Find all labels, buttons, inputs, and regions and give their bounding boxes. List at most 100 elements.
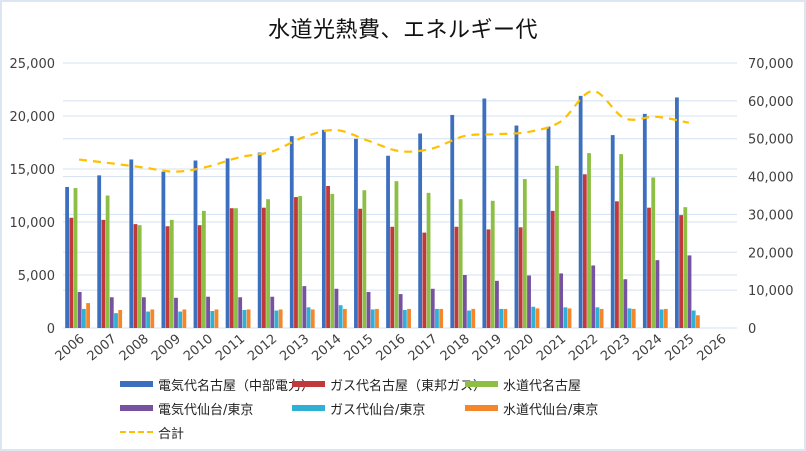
x-tick-label: 2024 [630,332,665,365]
bar [86,303,90,328]
bar [642,113,647,328]
bar [302,286,307,328]
bar [321,129,326,328]
bar [495,280,499,328]
legend-swatch [120,405,153,411]
bar [555,165,559,328]
bar [623,279,628,328]
bar [655,260,660,328]
bar [229,208,234,328]
bar [615,201,619,328]
bar [306,307,311,328]
bar [486,229,491,328]
legend-swatch [465,405,498,411]
bar [118,309,123,328]
x-tick-label: 2018 [438,332,473,365]
bar [101,219,106,328]
y-tick-label: 20,000 [10,110,56,125]
bar [663,308,668,328]
x-tick-label: 2022 [566,332,601,365]
bar [182,309,187,328]
gridlines [63,62,737,329]
bar [595,307,600,328]
bar [257,152,262,328]
bar [527,275,531,328]
legend-item-total: 合計 [120,423,185,442]
legend-label: 電気代仙台/東京 [158,402,254,418]
x-tick-label: 2023 [598,332,633,365]
legend-item-water-sendai: 水道代仙台/東京 [465,399,599,418]
x-tick-label: 2012 [245,332,280,365]
bar [77,291,82,328]
x-tick-label: 2017 [406,332,441,365]
bar [137,225,142,328]
legend-item-gas-nagoya: ガス代名古屋（東邦ガス） [292,375,486,394]
legend-item-water-nagoya: 水道代名古屋 [465,375,582,394]
bar [210,311,215,328]
bar [242,309,247,328]
bar [178,311,183,328]
legend-swatch [292,405,325,411]
bar [294,197,298,328]
legend-label: 合計 [158,426,185,442]
bar [458,199,463,328]
legend-swatch-dashed [120,431,153,433]
bar [206,296,210,328]
bar [174,297,178,328]
bar [390,226,395,328]
bar [114,313,118,328]
bar [418,133,423,328]
x-tick-label: 2015 [341,332,376,365]
bar [386,155,390,328]
x-tick-label: 2021 [534,332,569,365]
legend-label: 水道代仙台/東京 [503,402,599,418]
bar [422,232,427,328]
legend-item-elec-sendai: 電気代仙台/東京 [120,399,254,418]
bar [65,187,69,328]
bar [201,210,206,328]
bar [683,207,688,328]
legend-label: 水道代名古屋 [503,378,582,394]
bar [559,273,564,328]
bar [503,308,508,328]
x-axis: 2006200720082009201020112012201320142015… [53,332,730,365]
bar [109,297,114,328]
bar [587,153,591,328]
bar [535,308,540,328]
bar [407,308,411,328]
bar [402,309,407,328]
bar [97,175,102,328]
bar [197,225,202,328]
bar [338,305,343,328]
y2-tick-label: 0 [748,322,756,337]
y2-tick-label: 10,000 [748,284,794,299]
y-tick-label: 10,000 [10,216,56,231]
x-tick-label: 2020 [502,332,537,365]
bar [354,138,358,328]
x-tick-label: 2026 [695,332,730,365]
line-series [78,89,690,173]
legend-item-elec-nagoya: 電気代名古屋（中部電力） [120,375,314,394]
y-tick-label: 5,000 [18,269,55,284]
bar [467,310,471,328]
bar [659,309,664,328]
bar-series [65,95,700,328]
x-tick-label: 2010 [181,332,216,365]
x-tick-label: 2019 [470,332,505,365]
x-tick-label: 2013 [277,332,312,365]
bar [334,288,339,328]
bar [193,160,198,328]
bar [298,196,303,328]
bar [234,208,238,328]
bar [358,208,363,328]
bar [567,308,572,328]
bar [105,195,110,328]
x-tick-label: 2007 [85,332,120,365]
bar [246,309,251,328]
bar [435,308,439,328]
bar [73,188,78,328]
legend-item-gas-sendai: ガス代仙台/東京 [292,399,425,418]
bar [675,97,679,328]
bar [522,179,527,328]
